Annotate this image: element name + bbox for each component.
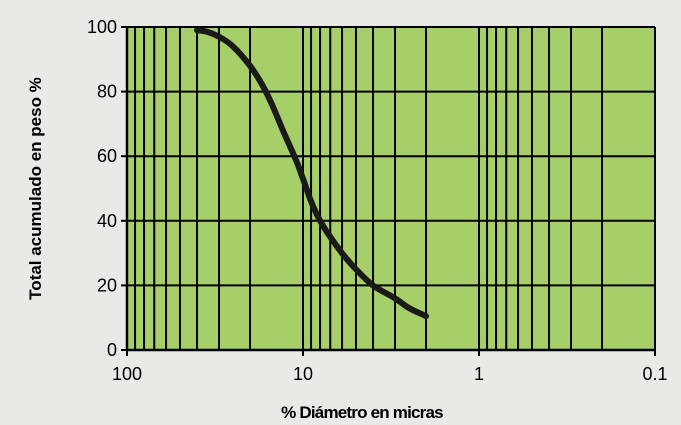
series-line: [194, 27, 429, 320]
y-tick-label: 100: [87, 17, 117, 37]
y-tick-label: 80: [97, 82, 117, 102]
x-tick-labels: 100 10 1 0.1: [112, 364, 668, 384]
tick-marks: [121, 26, 656, 356]
y-tick-labels: 0 20 40 60 80 100: [87, 17, 117, 360]
plot-background: [127, 27, 655, 350]
grid-lines: [125, 26, 656, 352]
x-tick-label: 10: [293, 364, 313, 384]
y-axis-title: Total acumulado en peso %: [26, 77, 45, 300]
y-tick-label: 60: [97, 146, 117, 166]
x-axis-title: % Diámetro en micras: [281, 403, 443, 422]
y-tick-label: 40: [97, 211, 117, 231]
x-tick-label: 1: [474, 364, 484, 384]
y-tick-label: 0: [107, 340, 117, 360]
x-tick-label: 100: [112, 364, 142, 384]
x-tick-label: 0.1: [642, 364, 667, 384]
y-tick-label: 20: [97, 275, 117, 295]
